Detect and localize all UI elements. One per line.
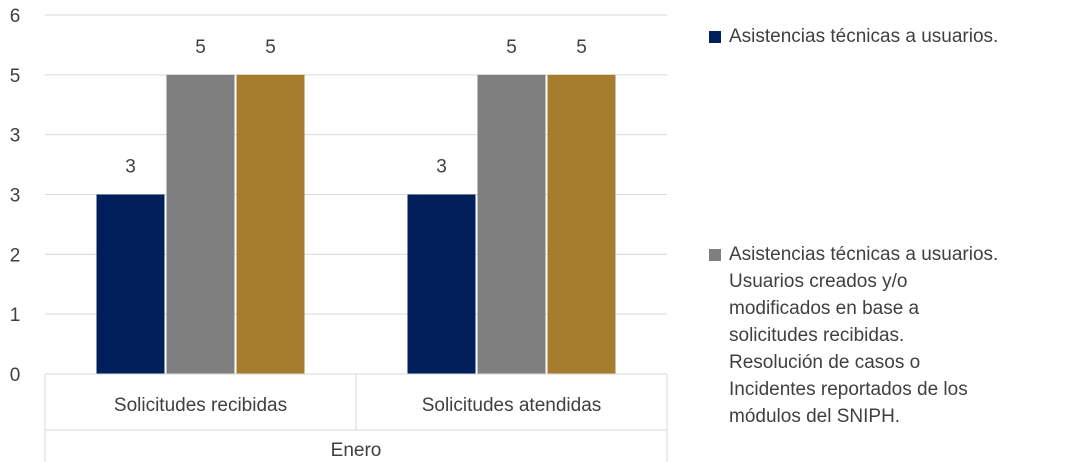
data-label: 5 xyxy=(195,37,206,58)
y-tick-label: 1 xyxy=(10,305,21,326)
y-tick-label: 6 xyxy=(10,6,21,27)
y-tick-label: 3 xyxy=(10,186,21,207)
data-label: 3 xyxy=(436,157,447,178)
bar xyxy=(96,194,165,374)
x-group-label: Enero xyxy=(331,440,382,461)
bar xyxy=(547,74,616,374)
x-category-label: Solicitudes recibidas xyxy=(114,395,287,416)
y-tick-label: 3 xyxy=(10,126,21,147)
bar xyxy=(236,74,305,374)
bar xyxy=(477,74,546,374)
data-label: 3 xyxy=(125,157,136,178)
data-label: 5 xyxy=(265,37,276,58)
x-category-label: Solicitudes atendidas xyxy=(422,395,602,416)
y-tick-label: 2 xyxy=(10,245,21,266)
bar xyxy=(407,194,476,374)
y-tick-label: 0 xyxy=(10,365,21,386)
data-label: 5 xyxy=(576,37,587,58)
bar xyxy=(166,74,235,374)
data-label: 5 xyxy=(506,37,517,58)
y-tick-label: 5 xyxy=(10,66,21,87)
